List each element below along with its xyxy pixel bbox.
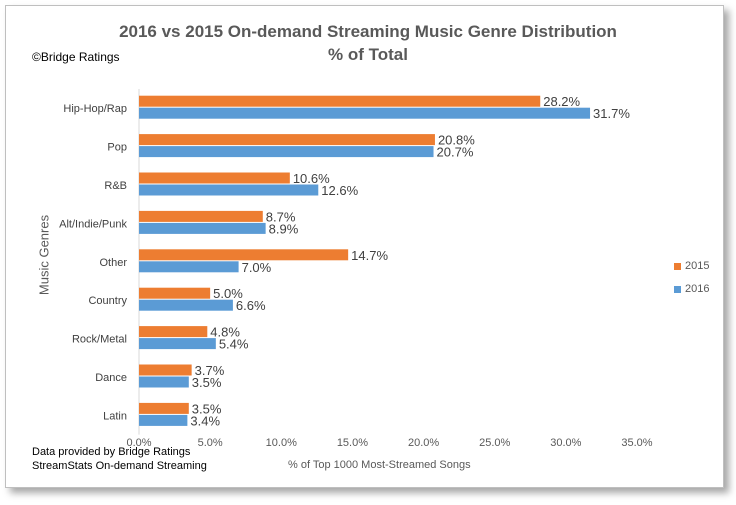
bar-hip-hop-rap-2016 (139, 107, 591, 119)
bar-latin-2016 (139, 414, 188, 426)
legend-label-2016: 2016 (685, 283, 710, 295)
data-label-r-b-2016: 12.6% (321, 183, 358, 198)
data-label-latin-2016: 3.4% (190, 413, 220, 428)
bar-pop-2015 (139, 134, 435, 146)
bar-rock-metal-2015 (139, 326, 208, 338)
bar-pop-2016 (139, 146, 434, 158)
data-label-country-2015: 5.0% (213, 286, 243, 301)
data-label-dance-2016: 3.5% (192, 375, 222, 390)
bar-country-2015 (139, 287, 211, 299)
category-label-alt-indie-punk: Alt/Indie/Punk (59, 218, 127, 230)
bar-dance-2015 (139, 364, 192, 376)
x-tick-label: 5.0% (198, 437, 223, 449)
bar-country-2016 (139, 299, 233, 311)
data-label-dance-2015: 3.7% (195, 363, 225, 378)
x-tick-label: 20.0% (408, 437, 439, 449)
bar-latin-2015 (139, 402, 189, 414)
bar-r-b-2016 (139, 184, 319, 196)
legend-swatch-2015 (674, 262, 681, 270)
bar-alt-indie-punk-2016 (139, 222, 266, 234)
x-tick-label: 0.0% (126, 437, 151, 449)
data-label-alt-indie-punk-2015: 8.7% (266, 209, 296, 224)
copyright-note: ©Bridge Ratings (32, 50, 120, 64)
category-label-latin: Latin (103, 410, 127, 422)
category-label-r-b: R&B (104, 180, 127, 192)
category-label-other: Other (99, 257, 127, 269)
legend-label-2015: 2015 (685, 260, 710, 272)
bar-dance-2016 (139, 376, 189, 388)
legend-swatch-2016 (674, 285, 681, 293)
x-axis-label: % of Top 1000 Most-Streamed Songs (288, 459, 471, 471)
data-label-pop-2016: 20.7% (437, 145, 474, 160)
x-tick-label: 35.0% (621, 437, 652, 449)
bar-hip-hop-rap-2015 (139, 95, 541, 107)
chart-subtitle: % of Total (328, 45, 408, 64)
category-label-country: Country (88, 295, 127, 307)
x-tick-label: 10.0% (266, 437, 297, 449)
chart-frame (5, 5, 724, 488)
data-label-other-2016: 7.0% (242, 260, 272, 275)
data-label-country-2016: 6.6% (236, 298, 266, 313)
x-tick-label: 15.0% (337, 437, 368, 449)
data-label-r-b-2015: 10.6% (293, 171, 330, 186)
data-label-hip-hop-rap-2015: 28.2% (543, 94, 580, 109)
data-label-rock-metal-2016: 5.4% (219, 337, 249, 352)
category-label-hip-hop-rap: Hip-Hop/Rap (63, 103, 127, 115)
bar-other-2016 (139, 261, 239, 273)
data-label-latin-2015: 3.5% (192, 401, 222, 416)
legend-item-2015: 2015 (674, 260, 709, 272)
data-label-alt-indie-punk-2016: 8.9% (269, 221, 299, 236)
source-note-line1: Data provided by Bridge Ratings (32, 446, 191, 458)
source-note-line2: StreamStats On-demand Streaming (32, 460, 207, 472)
x-tick-label: 25.0% (479, 437, 510, 449)
bar-other-2015 (139, 249, 349, 261)
x-tick-label: 30.0% (550, 437, 581, 449)
chart-title: 2016 vs 2015 On-demand Streaming Music G… (119, 22, 617, 41)
data-label-pop-2015: 20.8% (438, 133, 475, 148)
bar-alt-indie-punk-2015 (139, 210, 263, 222)
data-label-rock-metal-2015: 4.8% (210, 325, 240, 340)
category-label-pop: Pop (107, 142, 127, 154)
data-label-other-2015: 14.7% (351, 248, 388, 263)
category-label-rock-metal: Rock/Metal (72, 334, 127, 346)
bar-r-b-2015 (139, 172, 290, 184)
category-label-dance: Dance (95, 372, 127, 384)
bar-rock-metal-2016 (139, 338, 216, 350)
data-label-hip-hop-rap-2016: 31.7% (593, 106, 630, 121)
legend-item-2016: 2016 (674, 283, 709, 295)
